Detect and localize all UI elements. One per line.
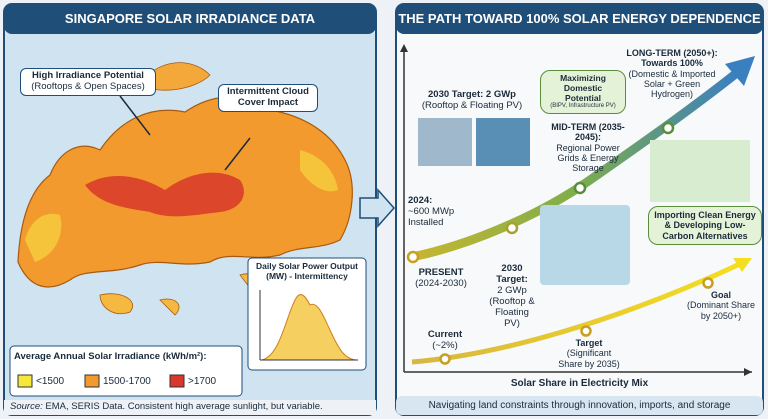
milestone-dot <box>573 181 587 195</box>
footer-label: Source: <box>10 401 43 412</box>
milestone-dot <box>406 250 420 264</box>
callout-title: High Irradiance Potential <box>32 70 144 81</box>
milestone-label: PRESENT (2024-2030) <box>412 267 470 290</box>
inset-curve <box>261 294 356 361</box>
share-arrowhead <box>733 258 752 272</box>
label-subtitle: (~2%) <box>432 339 458 351</box>
left-title: SINGAPORE SOLAR IRRADIANCE DATA <box>64 11 316 26</box>
label-subtitle: 2 GWp (Rooftop & Floating PV) <box>489 284 535 329</box>
share-dot <box>439 353 451 365</box>
label-subtitle: (Significant Share by 2035) <box>558 348 620 369</box>
milestone-label: Importing Clean Energy & Developing Low-… <box>648 206 762 246</box>
callout: High Irradiance Potential (Rooftops & Ope… <box>20 68 156 96</box>
footer-text: EMA, SERIS Data. Consistent high average… <box>45 401 323 412</box>
milestone-label: MID-TERM (2035-2045): Regional Power Grid… <box>548 122 628 174</box>
label-title: PRESENT <box>418 267 464 278</box>
label-title: Target <box>575 338 603 348</box>
share-label: Target (Significant Share by 2035) <box>556 338 622 369</box>
label-subtitle: (Rooftop & Floating PV) <box>421 99 523 111</box>
label-subtitle: (Dominant Share by 2050+) <box>686 300 756 321</box>
right-header-bar <box>396 4 763 34</box>
map-north <box>139 62 211 91</box>
milestone-label: 2024: ~600 MWp Installed <box>408 195 468 229</box>
legend-swatch <box>17 374 33 388</box>
share-dot <box>702 277 714 289</box>
right-title: THE PATH TOWARD 100% SOLAR ENERGY DEPEND… <box>398 11 761 26</box>
legend-label: <1500 <box>36 376 65 387</box>
path-arrowhead <box>725 56 755 86</box>
label-title: Maximizing Domestic Potential <box>560 73 606 103</box>
map-low-zone <box>25 213 62 262</box>
callout-pointer <box>224 137 251 171</box>
label-title: 2030 Target: <box>496 263 528 285</box>
milestone-label: LONG-TERM (2050+): Towards 100% (Domestic… <box>622 48 722 100</box>
label-title: Current <box>427 329 463 340</box>
milestone-label: 2030 Target: 2 GWp (Rooftop & Floating PV… <box>412 89 532 112</box>
legend-title: Average Annual Solar Irradiance (kWh/m²)… <box>14 351 207 362</box>
inset-title: Daily Solar Power Output (MW) - Intermit… <box>255 261 359 281</box>
share-label: Goal (Dominant Share by 2050+) <box>684 290 758 321</box>
map-high-zone <box>85 172 244 217</box>
map-low-zone <box>300 150 338 192</box>
label-title: MID-TERM (2035-2045): <box>551 122 625 143</box>
callout-subtitle: (Rooftops & Open Spaces) <box>31 80 145 92</box>
grid-map-image <box>540 205 630 285</box>
right-footer-bar <box>396 396 763 415</box>
milestone-label: Maximizing Domestic Potential (BIPV, Infr… <box>540 70 626 115</box>
label-subtitle: (BIPV, Infrastructure PV) <box>550 103 616 110</box>
path-arrow <box>411 68 741 262</box>
city-image <box>650 140 750 202</box>
callout-pointer <box>119 95 151 136</box>
label-title: 2030 Target: 2 GWp <box>428 89 516 100</box>
label-title: Goal <box>710 290 731 300</box>
label-subtitle: (Domestic & Imported Solar + Green Hydro… <box>628 68 716 100</box>
legend-swatch <box>169 374 185 388</box>
right-footer: Navigating land constraints through inno… <box>428 400 731 411</box>
callout: Intermittent Cloud Cover Impact <box>218 84 318 112</box>
share-label: Current (~2%) <box>420 329 470 352</box>
milestones <box>406 121 714 365</box>
label-subtitle: Regional Power Grids & Energy Storage <box>556 142 620 174</box>
left-footer-bar <box>4 400 376 415</box>
label-title: LONG-TERM (2050+): Towards 100% <box>626 48 718 69</box>
x-axis-label: Solar Share in Electricity Mix <box>510 378 649 389</box>
floating-pv-image <box>476 118 530 166</box>
legend-label: 1500-1700 <box>103 376 151 387</box>
left-header-bar <box>4 4 376 34</box>
milestone-dot <box>505 221 519 235</box>
label-title: 2024: <box>408 195 433 206</box>
legend-label: >1700 <box>188 376 217 387</box>
rooftop-image <box>418 118 472 166</box>
left-footer: Source: EMA, SERIS Data. Consistent high… <box>10 401 323 413</box>
label-subtitle: ~600 MWp Installed <box>408 205 455 228</box>
milestone-dot <box>661 121 675 135</box>
milestone-label: 2030 Target: 2 GWp (Rooftop & Floating PV… <box>486 263 538 330</box>
share-dot <box>580 325 592 337</box>
legend-swatch <box>84 374 100 388</box>
label-subtitle: (2024-2030) <box>415 277 467 289</box>
connector-arrow <box>359 188 396 228</box>
